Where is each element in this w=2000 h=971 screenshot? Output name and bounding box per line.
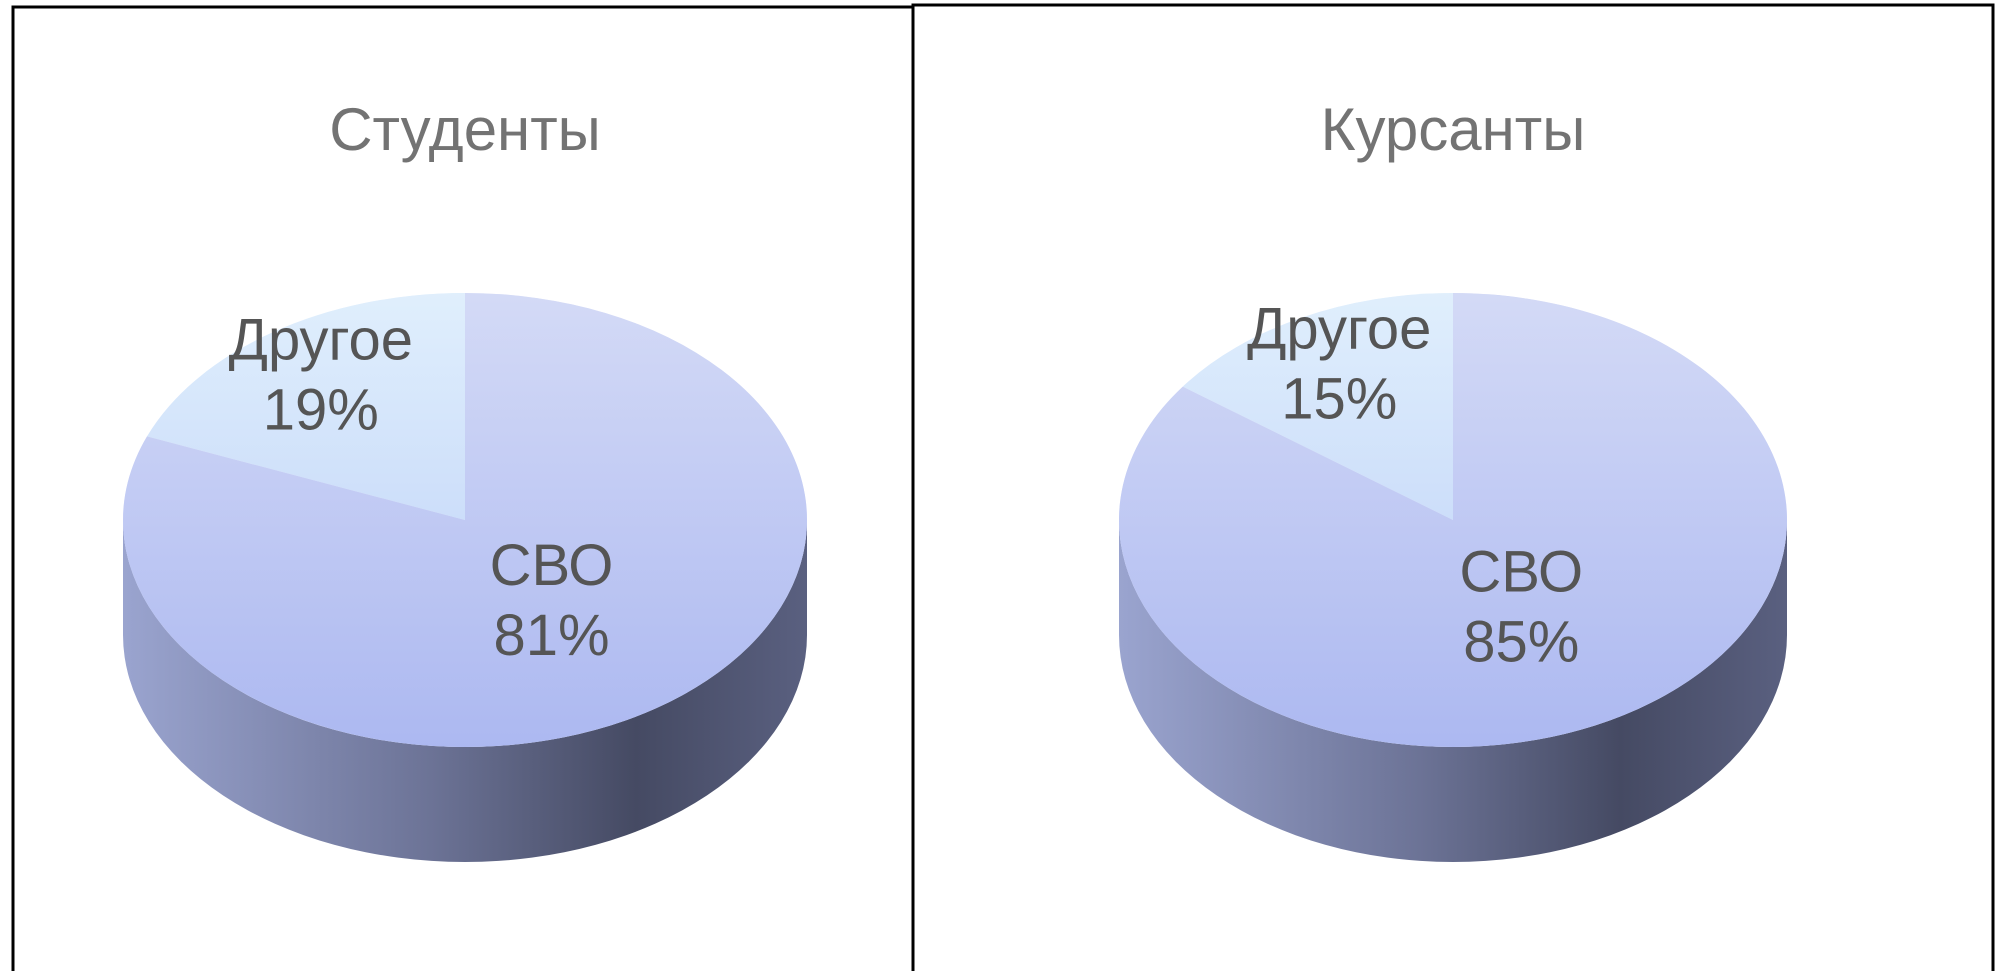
chart-title: Студенты	[329, 96, 601, 163]
pie-side	[1119, 520, 1787, 862]
category-label: Другое	[1247, 297, 1431, 362]
pie-shade	[123, 293, 807, 747]
category-label: СВО	[490, 533, 614, 598]
pie-side	[123, 520, 807, 862]
value-label: 15%	[1281, 367, 1397, 432]
pie-shade	[1119, 293, 1787, 747]
value-label: 19%	[263, 378, 379, 443]
panel	[911, 3, 1995, 971]
value-label: 81%	[493, 603, 609, 668]
chart-title: Курсанты	[1321, 96, 1586, 163]
value-label: 85%	[1463, 609, 1579, 674]
category-label: Другое	[229, 308, 413, 373]
category-label: СВО	[1459, 539, 1583, 604]
